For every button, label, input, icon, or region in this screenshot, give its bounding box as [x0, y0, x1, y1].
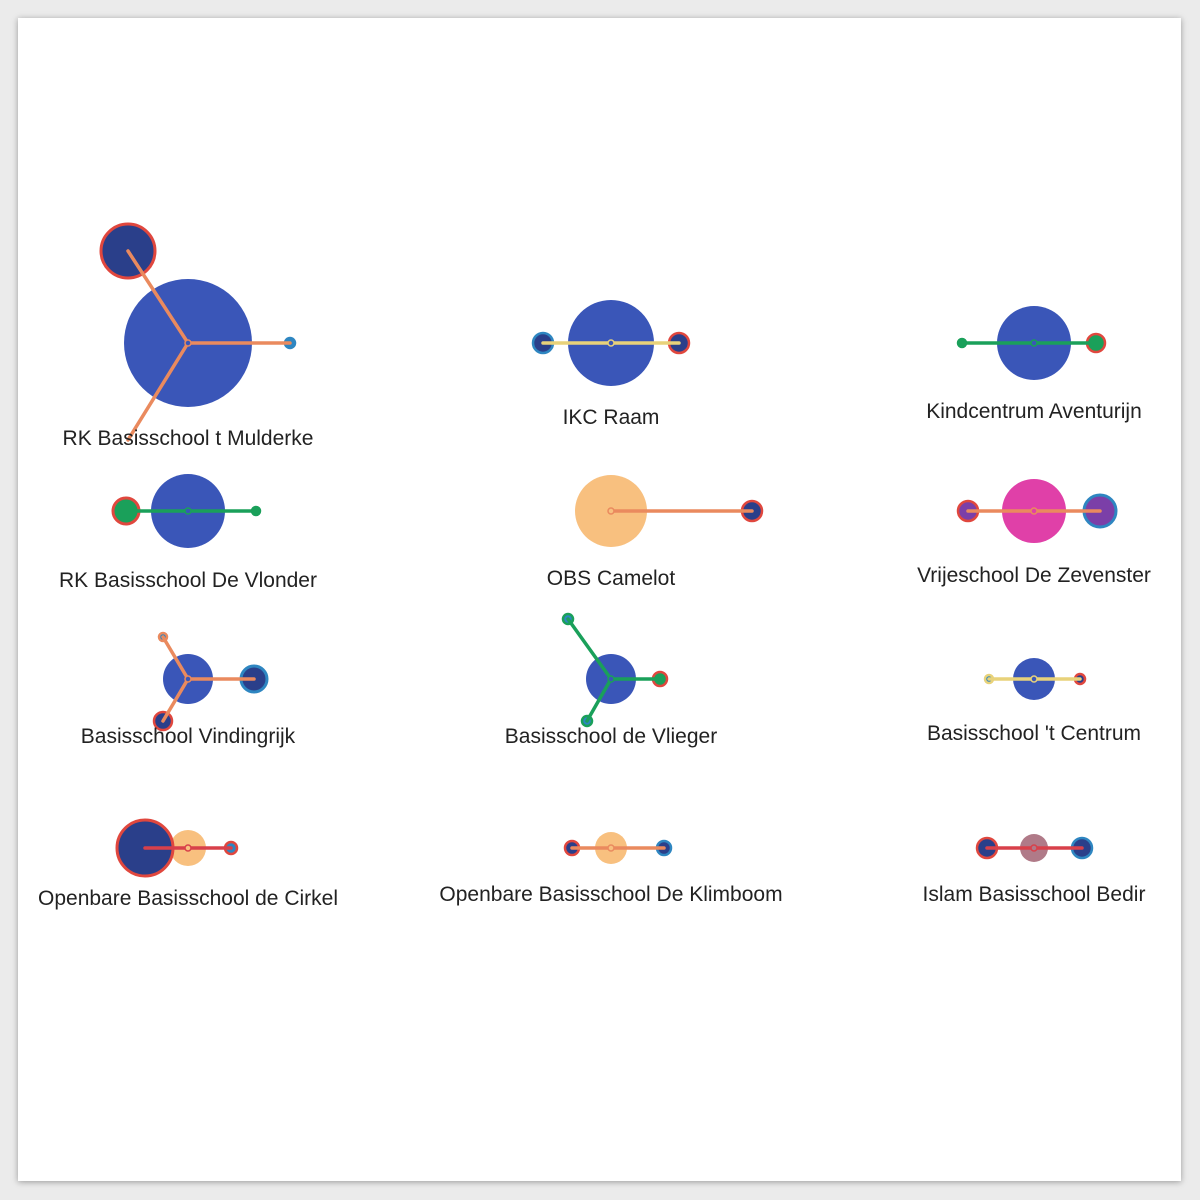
school-label: OBS Camelot [547, 567, 676, 590]
school-label: Basisschool Vindingrijk [81, 725, 296, 748]
link-edge [126, 341, 190, 442]
link-edge [585, 677, 613, 723]
school-label: Islam Basisschool Bedir [923, 883, 1146, 906]
hub-marker [184, 675, 192, 683]
nodes-layer [99, 222, 1118, 878]
hub-marker [184, 339, 192, 347]
link-edge [161, 635, 190, 681]
school-label: Basisschool de Vlieger [505, 725, 717, 748]
school-label: Kindcentrum Aventurijn [926, 400, 1142, 423]
diagram-card [18, 18, 1181, 1181]
hub-marker [1030, 507, 1038, 515]
hub-marker [607, 507, 615, 515]
school-label: RK Basisschool De Vlonder [59, 569, 317, 592]
school-label: Vrijeschool De Zevenster [917, 564, 1151, 587]
hub-marker [1030, 844, 1038, 852]
school-label: Basisschool 't Centrum [927, 722, 1141, 745]
school-label: RK Basisschool t Mulderke [63, 427, 314, 450]
school-label: Openbare Basisschool de Cirkel [38, 887, 338, 910]
hub-marker [184, 507, 192, 515]
hub-marker [1030, 675, 1038, 683]
link-edge [566, 617, 613, 681]
link-edge [126, 249, 190, 345]
hub-marker [1030, 339, 1038, 347]
hub-marker [607, 844, 615, 852]
labels-layer: RK Basisschool t Mulderke IKC Raam Kindc… [38, 400, 1151, 910]
hub-marker [184, 844, 192, 852]
link-edge [161, 677, 190, 723]
school-label: IKC Raam [563, 406, 660, 429]
hub-marker [607, 675, 615, 683]
school-label: Openbare Basisschool De Klimboom [439, 883, 782, 906]
hub-marker [607, 339, 615, 347]
